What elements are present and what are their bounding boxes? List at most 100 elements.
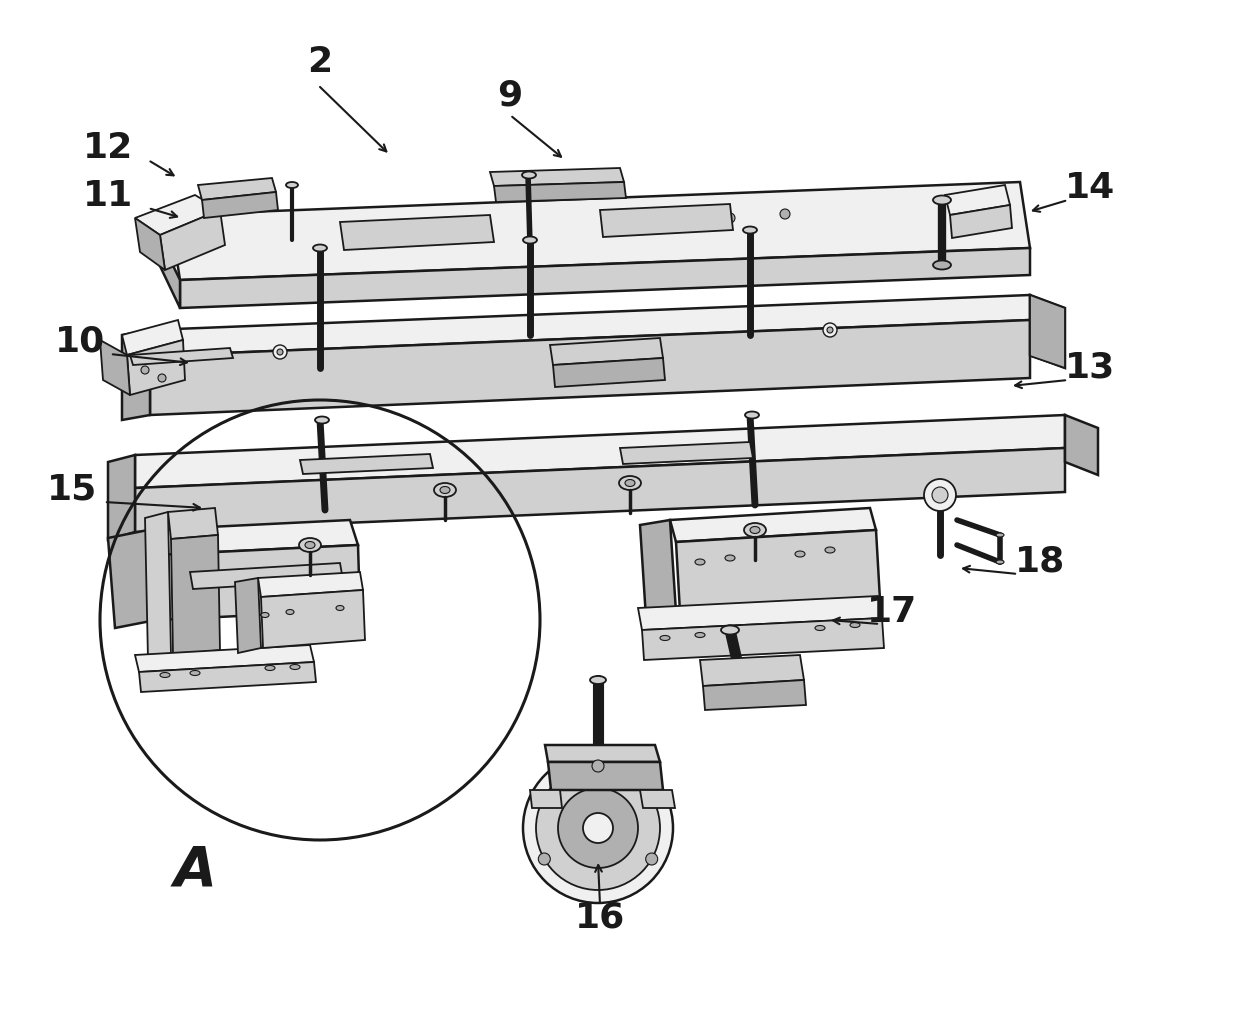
Polygon shape [190,563,343,589]
Polygon shape [202,192,278,218]
Polygon shape [261,590,366,648]
Circle shape [932,487,948,503]
Polygon shape [950,205,1012,238]
Ellipse shape [305,541,315,548]
Text: 10: 10 [55,325,105,359]
Circle shape [924,479,957,511]
Circle shape [385,227,395,237]
Ellipse shape [745,411,760,418]
Polygon shape [135,645,313,672]
Ellipse shape [660,636,670,641]
Ellipse shape [299,538,321,552]
Polygon shape [545,745,660,762]
Polygon shape [339,215,494,250]
Polygon shape [638,596,882,630]
Ellipse shape [590,676,606,684]
Ellipse shape [721,625,738,634]
Circle shape [536,766,660,890]
Polygon shape [169,508,218,539]
Polygon shape [121,320,183,355]
Ellipse shape [523,237,536,244]
Polygon shape [135,415,1066,488]
Polygon shape [121,330,150,420]
Circle shape [523,753,673,903]
Polygon shape [1030,295,1066,368]
Text: 15: 15 [47,473,97,507]
Polygon shape [108,530,156,628]
Ellipse shape [850,622,860,627]
Ellipse shape [313,245,327,251]
Polygon shape [135,448,1066,532]
Ellipse shape [261,613,269,617]
Circle shape [826,327,833,333]
Polygon shape [548,762,663,790]
Polygon shape [135,195,221,235]
Polygon shape [100,340,130,395]
Ellipse shape [290,664,300,669]
Polygon shape [642,618,883,660]
Polygon shape [676,530,880,612]
Polygon shape [553,358,665,387]
Polygon shape [945,184,1010,215]
Ellipse shape [315,416,330,423]
Ellipse shape [190,670,199,675]
Polygon shape [494,182,626,202]
Text: A: A [173,843,217,897]
Polygon shape [641,520,676,618]
Polygon shape [600,204,733,237]
Text: 16: 16 [575,901,626,935]
Ellipse shape [750,527,760,533]
Polygon shape [1030,295,1066,368]
Polygon shape [108,455,135,540]
Circle shape [592,760,603,772]
Polygon shape [180,248,1030,308]
Circle shape [558,788,638,868]
Ellipse shape [815,625,825,630]
Ellipse shape [434,483,456,497]
Polygon shape [1066,415,1098,475]
Ellipse shape [440,487,450,493]
Polygon shape [530,790,563,808]
Polygon shape [641,790,675,808]
Polygon shape [703,680,807,710]
Text: 11: 11 [83,179,133,213]
Text: 13: 13 [1064,351,1115,385]
Polygon shape [700,655,804,686]
Polygon shape [258,572,363,597]
Text: 9: 9 [497,78,523,112]
Polygon shape [139,662,316,692]
Polygon shape [489,168,624,186]
Ellipse shape [695,559,705,565]
Polygon shape [150,218,180,308]
Circle shape [435,223,445,233]
Ellipse shape [825,547,835,554]
Text: 14: 14 [1064,171,1115,205]
Polygon shape [130,348,233,365]
Ellipse shape [286,610,294,615]
Polygon shape [670,508,876,542]
Text: 2: 2 [307,45,332,79]
Circle shape [273,345,287,359]
Circle shape [159,374,166,382]
Ellipse shape [933,260,952,270]
Polygon shape [156,545,361,620]
Ellipse shape [160,672,170,678]
Polygon shape [550,338,663,365]
Polygon shape [235,578,261,653]
Circle shape [538,853,550,865]
Polygon shape [198,178,276,200]
Circle shape [646,853,658,865]
Circle shape [278,348,282,355]
Text: 17: 17 [867,594,917,629]
Ellipse shape [795,551,805,557]
Ellipse shape [336,606,344,611]
Ellipse shape [522,171,536,178]
Polygon shape [160,210,225,270]
Polygon shape [620,442,753,464]
Circle shape [141,366,149,374]
Circle shape [725,213,735,223]
Polygon shape [147,520,358,555]
Ellipse shape [695,632,705,638]
Ellipse shape [996,560,1004,564]
Ellipse shape [743,523,766,537]
